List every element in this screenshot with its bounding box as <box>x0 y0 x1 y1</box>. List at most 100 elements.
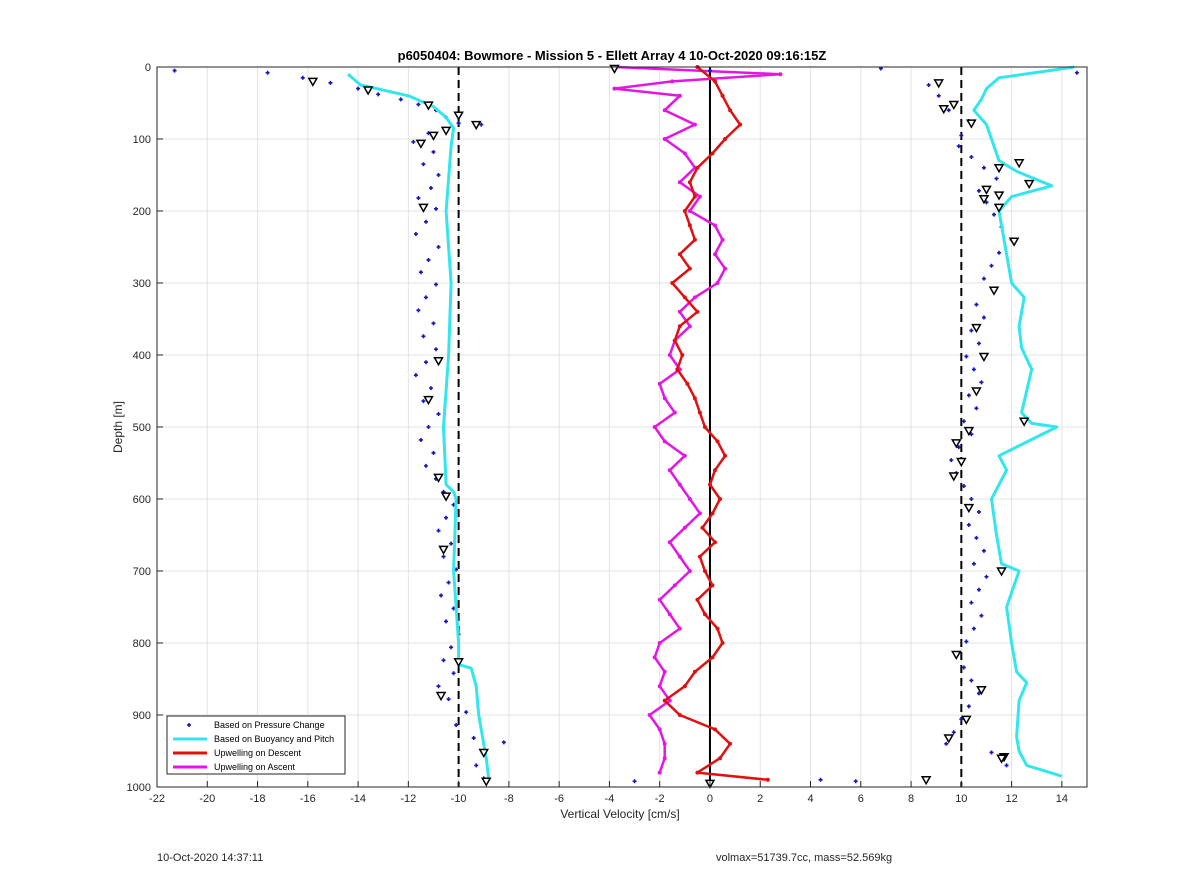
point-upwelling-ascent <box>667 612 672 617</box>
point-pressure-change <box>997 250 1002 255</box>
point-upwelling-descent <box>710 151 715 156</box>
point-pressure-change <box>966 393 971 398</box>
point-pressure-change <box>951 730 956 735</box>
point-pressure-change <box>479 122 484 127</box>
point-pressure-change <box>971 561 976 566</box>
point-upwelling-ascent <box>692 295 697 300</box>
legend-label: Upwelling on Descent <box>214 748 302 758</box>
y-tick-label: 800 <box>133 638 151 650</box>
point-upwelling-ascent <box>720 237 725 242</box>
point-upwelling-descent <box>723 137 728 141</box>
point-upwelling-ascent <box>687 497 692 501</box>
point-upwelling-descent <box>682 209 687 213</box>
legend-marker <box>187 723 191 727</box>
point-upwelling-ascent <box>687 324 692 329</box>
point-upwelling-descent <box>715 626 720 631</box>
x-tick-label: 0 <box>707 793 713 805</box>
point-pressure-change <box>936 93 941 98</box>
marker-triangle <box>943 734 955 744</box>
point-pressure-change <box>172 68 177 73</box>
marker-triangle <box>981 185 992 195</box>
point-pressure-change <box>376 92 381 97</box>
point-pressure-change <box>981 165 986 170</box>
point-upwelling-ascent <box>677 554 682 559</box>
point-pressure-change <box>966 522 971 527</box>
point-upwelling-ascent <box>715 281 720 285</box>
point-upwelling-descent <box>715 439 720 444</box>
point-pressure-change <box>956 445 961 450</box>
y-tick-label: 400 <box>133 350 151 362</box>
x-tick-label: 10 <box>955 793 967 805</box>
point-pressure-change <box>398 97 403 102</box>
point-pressure-change <box>984 574 989 579</box>
point-upwelling-ascent <box>667 698 672 703</box>
point-pressure-change <box>456 121 461 126</box>
point-pressure-change <box>431 149 436 154</box>
point-pressure-change <box>976 341 981 346</box>
point-pressure-change <box>449 645 454 650</box>
point-pressure-change <box>959 717 964 722</box>
point-pressure-change <box>984 200 989 205</box>
marker-triangle <box>966 119 977 129</box>
marker-triangle <box>423 101 434 111</box>
point-upwelling-ascent <box>662 756 667 761</box>
point-upwelling-descent <box>677 252 682 257</box>
point-pressure-change <box>446 697 451 702</box>
y-tick-label: 500 <box>133 422 151 434</box>
x-tick-label: 6 <box>858 793 864 805</box>
marker-triangle <box>440 126 452 136</box>
marker-triangle <box>428 131 439 141</box>
chart-title: p6050404: Bowmore - Mission 5 - Ellett A… <box>398 48 827 63</box>
marker-triangle <box>453 111 464 121</box>
point-pressure-change <box>979 613 984 618</box>
point-pressure-change <box>454 723 459 728</box>
point-pressure-change <box>989 750 994 755</box>
marker-triangle <box>438 545 449 555</box>
point-pressure-change <box>464 710 469 715</box>
point-pressure-change <box>961 665 966 670</box>
point-upwelling-ascent <box>667 353 672 357</box>
marker-triangle <box>951 439 962 449</box>
point-pressure-change <box>423 463 428 468</box>
marker-triangle <box>423 395 434 406</box>
y-tick-label: 900 <box>133 710 151 722</box>
point-pressure-change <box>969 432 974 437</box>
point-upwelling-descent <box>723 453 728 458</box>
marker-triangle <box>996 567 1007 577</box>
point-upwelling-ascent <box>713 252 717 257</box>
point-upwelling-descent <box>695 770 700 775</box>
marker-triangle <box>938 105 950 115</box>
x-tick-label: -14 <box>350 793 366 805</box>
point-pressure-change <box>969 497 974 501</box>
marker-triangle <box>993 191 1005 201</box>
point-pressure-change <box>411 139 416 144</box>
x-tick-label: -8 <box>504 793 514 805</box>
point-upwelling-ascent <box>713 223 717 228</box>
point-pressure-change <box>423 360 428 365</box>
point-pressure-change <box>969 155 974 159</box>
point-pressure-change <box>418 437 423 442</box>
point-pressure-change <box>434 206 438 211</box>
point-pressure-change <box>441 658 446 663</box>
x-tick-label: -16 <box>300 793 316 805</box>
footer-timestamp: 10-Oct-2020 14:37:11 <box>157 852 264 864</box>
point-pressure-change <box>431 321 436 326</box>
point-pressure-change <box>818 777 823 782</box>
point-upwelling-ascent <box>667 468 672 473</box>
point-upwelling-ascent <box>687 209 692 213</box>
point-upwelling-descent <box>697 554 702 559</box>
marker-triangle <box>1018 417 1030 427</box>
point-pressure-change <box>436 173 441 177</box>
x-tick-label: -2 <box>655 793 665 805</box>
point-pressure-change <box>971 626 976 631</box>
point-upwelling-ascent <box>697 511 702 516</box>
point-upwelling-descent <box>695 597 700 602</box>
point-pressure-change <box>981 315 986 320</box>
point-pressure-change <box>444 619 449 624</box>
x-tick-label: -6 <box>554 793 564 805</box>
marker-triangle <box>1008 237 1020 247</box>
point-upwelling-ascent <box>662 396 667 401</box>
point-upwelling-descent <box>718 497 723 501</box>
point-upwelling-ascent <box>692 122 697 127</box>
point-pressure-change <box>413 232 418 237</box>
